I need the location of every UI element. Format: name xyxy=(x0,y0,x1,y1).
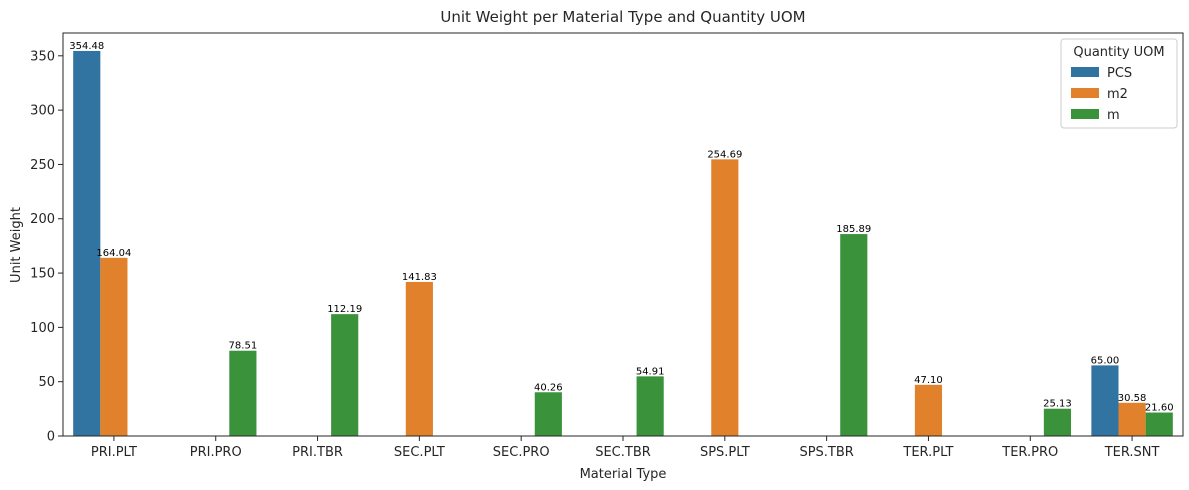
x-tick-label: SEC.PLT xyxy=(394,445,445,460)
y-tick-label: 50 xyxy=(38,375,55,390)
y-tick-label: 100 xyxy=(30,321,55,336)
data-label: 65.00 xyxy=(1091,355,1120,366)
y-tick-label: 350 xyxy=(30,49,55,64)
bar-ter-snt-m xyxy=(1145,412,1173,436)
bar-sec-plt-m2 xyxy=(405,281,433,436)
bar-sec-pro-m xyxy=(534,392,562,436)
bar-ter-plt-m2 xyxy=(914,384,943,436)
y-axis: 0 50 100 150 200 250 300 350 xyxy=(30,49,63,445)
legend: Quantity UOM PCS m2 m xyxy=(1060,38,1178,129)
legend-title: Quantity UOM xyxy=(1073,45,1164,60)
data-label: 54.91 xyxy=(636,366,665,377)
legend-label-m: m xyxy=(1107,108,1120,123)
y-axis-label: Unit Weight xyxy=(9,207,24,283)
data-label: 141.83 xyxy=(402,272,437,283)
bars-layer xyxy=(73,50,1173,436)
x-tick-label: SEC.PRO xyxy=(493,445,550,460)
x-tick-label: PRI.PRO xyxy=(190,445,242,460)
data-label: 21.60 xyxy=(1145,403,1174,414)
legend-label-m2: m2 xyxy=(1107,87,1128,102)
data-label: 47.10 xyxy=(914,375,943,386)
x-tick-label: TER.PLT xyxy=(902,445,953,460)
bar-sps-plt-m2 xyxy=(711,159,739,436)
legend-label-pcs: PCS xyxy=(1107,66,1132,81)
bar-pri-plt-m2 xyxy=(100,257,128,436)
data-label: 164.04 xyxy=(96,248,131,259)
x-axis-label: Material Type xyxy=(580,467,667,482)
bar-ter-snt-m2 xyxy=(1118,402,1146,436)
data-label: 78.51 xyxy=(229,341,258,352)
bar-pri-plt-pcs xyxy=(73,50,101,436)
bar-sec-tbr-m xyxy=(636,376,664,436)
legend-swatch-m xyxy=(1071,109,1099,119)
x-tick-label: SEC.TBR xyxy=(595,445,651,460)
data-label: 40.26 xyxy=(534,382,563,393)
x-tick-label: SPS.TBR xyxy=(799,445,853,460)
bar-pri-pro-m xyxy=(229,350,257,436)
data-label: 30.58 xyxy=(1118,393,1147,404)
data-label: 185.89 xyxy=(836,224,871,235)
x-tick-label: PRI.PLT xyxy=(91,445,137,460)
data-label: 112.19 xyxy=(327,304,362,315)
bar-sps-tbr-m xyxy=(840,234,868,436)
bar-pri-tbr-m xyxy=(331,314,359,436)
y-tick-label: 0 xyxy=(47,430,55,445)
y-tick-label: 250 xyxy=(30,158,55,173)
data-labels-layer: 354.48 65.00 164.04 141.83 254.69 47.10 30.58 7… xyxy=(69,41,1173,414)
y-tick-label: 150 xyxy=(30,267,55,282)
data-label: 354.48 xyxy=(69,41,104,52)
bar-ter-snt-pcs xyxy=(1091,365,1119,436)
x-tick-label: SPS.PLT xyxy=(700,445,750,460)
x-tick-label: TER.SNT xyxy=(1104,445,1160,460)
x-axis: PRI.PLT PRI.PRO PRI.TBR SEC.PLT SEC.PRO SEC.T… xyxy=(91,436,1160,460)
legend-swatch-m2 xyxy=(1071,88,1099,98)
plot-frame xyxy=(62,32,1184,437)
y-tick-label: 200 xyxy=(30,212,55,227)
x-tick-label: PRI.TBR xyxy=(292,445,343,460)
x-tick-label: TER.PRO xyxy=(1001,445,1058,460)
legend-swatch-pcs xyxy=(1071,67,1099,77)
legend-box xyxy=(1060,38,1178,129)
data-label: 254.69 xyxy=(707,149,742,160)
chart-title: Unit Weight per Material Type and Quanti… xyxy=(440,8,805,26)
bar-ter-pro-m xyxy=(1043,408,1071,436)
y-tick-label: 300 xyxy=(30,104,55,119)
data-label: 25.13 xyxy=(1043,399,1072,410)
